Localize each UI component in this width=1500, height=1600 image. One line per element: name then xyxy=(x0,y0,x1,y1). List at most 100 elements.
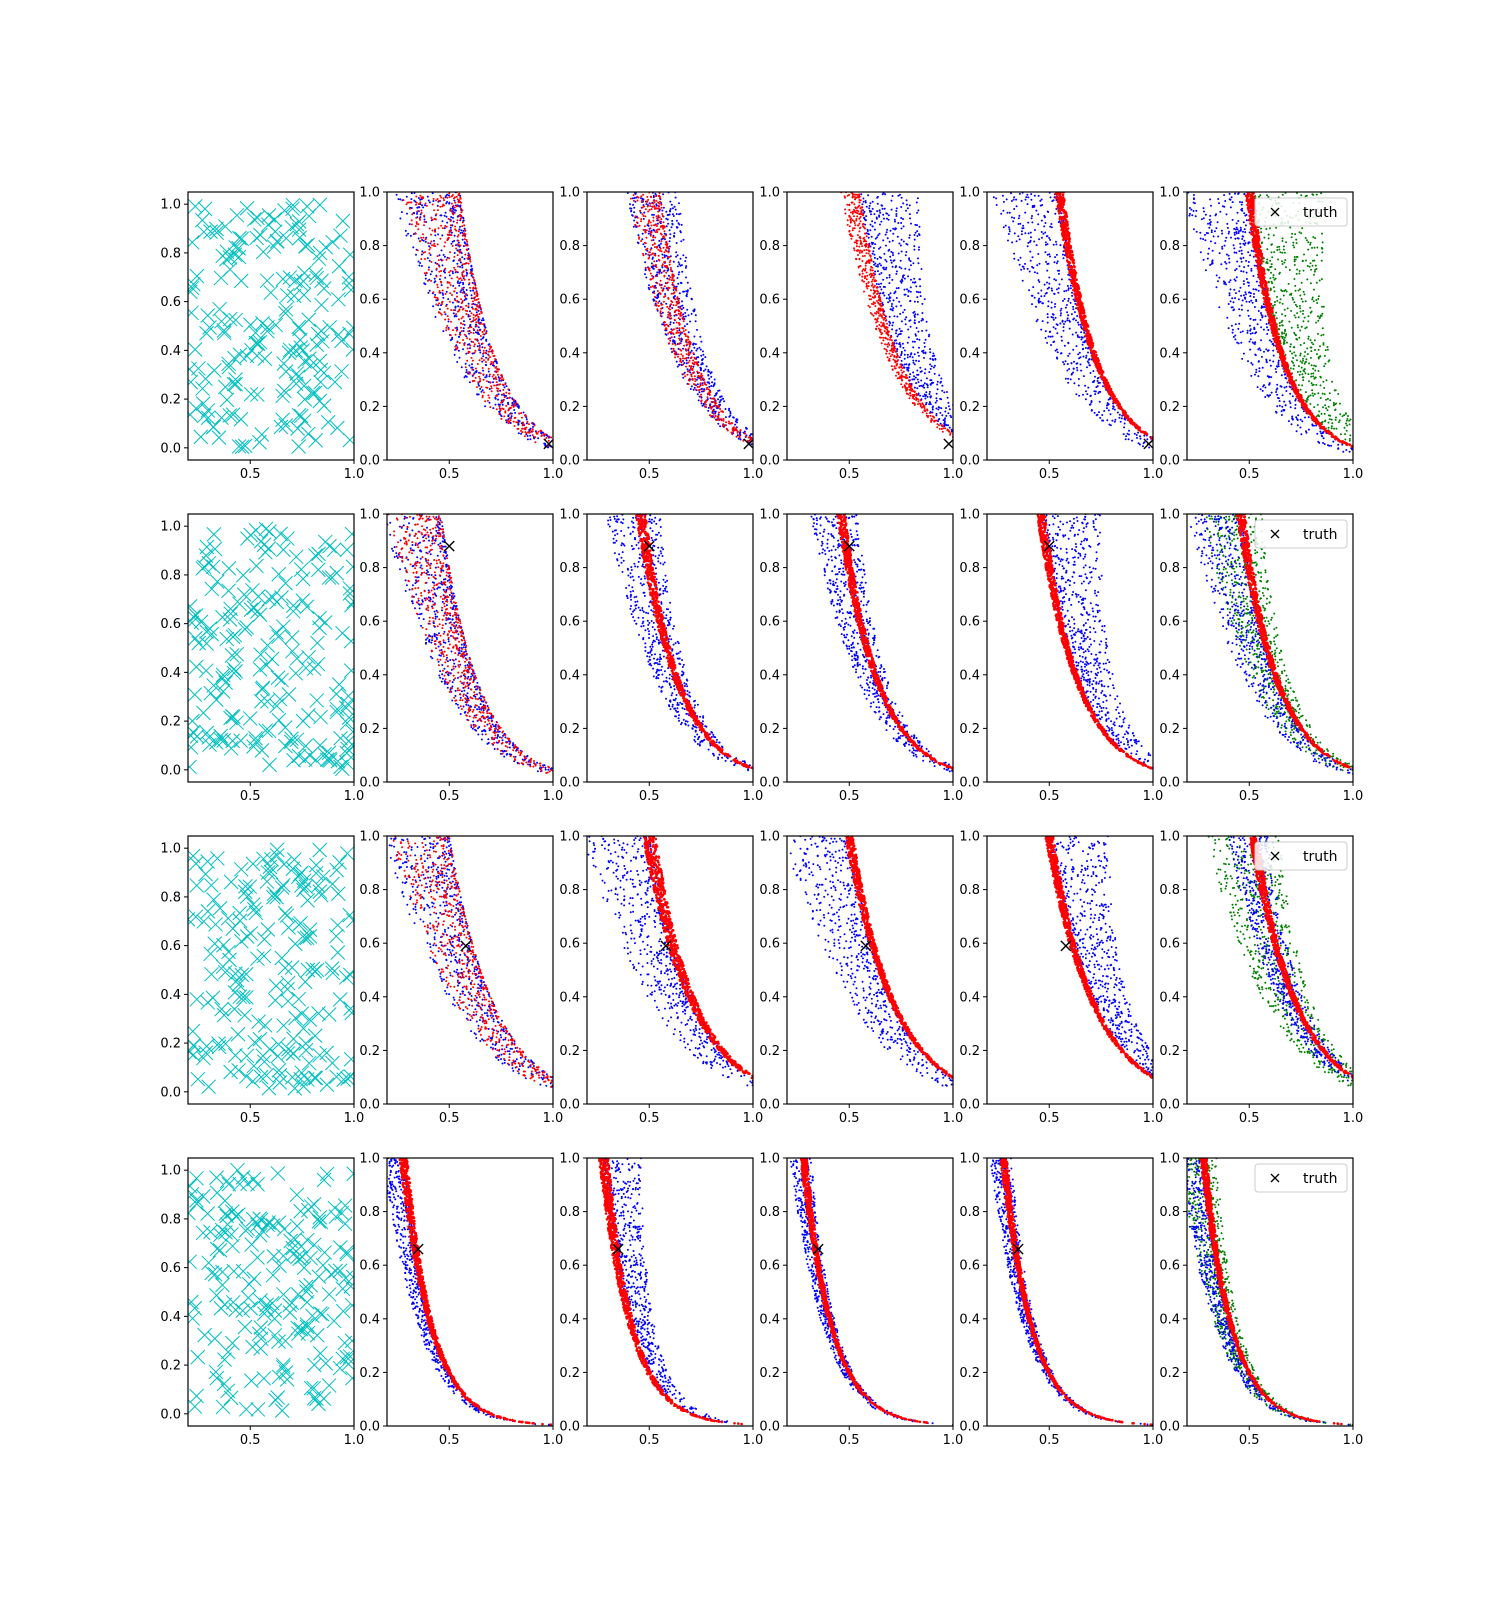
scatter-point xyxy=(466,257,469,260)
scatter-point xyxy=(463,275,466,278)
scatter-point xyxy=(932,352,935,355)
scatter-point xyxy=(871,200,874,203)
scatter-point xyxy=(1015,240,1018,243)
scatter-point xyxy=(497,403,500,406)
scatter-point xyxy=(492,377,495,380)
scatter-point xyxy=(923,342,926,344)
scatter-point xyxy=(521,416,523,419)
scatter-point xyxy=(450,216,453,218)
scatter-point xyxy=(1076,315,1079,317)
scatter-point xyxy=(558,447,560,449)
scatter-point xyxy=(701,382,704,385)
scatter-point xyxy=(555,448,557,450)
scatter-point xyxy=(1114,418,1117,421)
scatter-point xyxy=(861,223,864,226)
scatter-point xyxy=(888,282,891,285)
scatter-point xyxy=(1063,298,1066,300)
scatter-point xyxy=(769,446,771,448)
scatter-point xyxy=(429,246,432,249)
scatter-point xyxy=(681,317,684,319)
sample-marker xyxy=(255,244,271,260)
scatter-point xyxy=(892,344,895,347)
scatter-point xyxy=(881,315,883,317)
scatter-point xyxy=(851,219,854,222)
scatter-point xyxy=(875,265,878,268)
scatter-point xyxy=(397,198,400,201)
scatter-point xyxy=(641,238,644,241)
sample-marker xyxy=(293,340,309,355)
scatter-point xyxy=(673,318,676,321)
scatter-point xyxy=(908,234,911,237)
scatter-point xyxy=(473,278,475,281)
scatter-point xyxy=(1096,380,1099,382)
scatter-point xyxy=(1018,192,1021,195)
scatter-point xyxy=(1087,347,1090,350)
scatter-point xyxy=(487,367,490,370)
scatter-point xyxy=(1044,222,1047,224)
scatter-point xyxy=(888,357,891,360)
scatter-point xyxy=(467,283,470,286)
scatter-point xyxy=(899,345,902,348)
scatter-point xyxy=(974,439,976,441)
scatter-point xyxy=(931,406,934,409)
scatter-point xyxy=(460,201,463,204)
scatter-point xyxy=(583,450,585,452)
scatter-point xyxy=(566,449,568,451)
scatter-point xyxy=(913,398,916,401)
scatter-point xyxy=(735,427,737,430)
scatter-point xyxy=(445,290,448,293)
scatter-point xyxy=(1088,358,1091,360)
scatter-point xyxy=(881,308,884,311)
scatter-point xyxy=(961,417,963,419)
scatter-point xyxy=(462,216,464,219)
scatter-point xyxy=(449,292,452,295)
scatter-point xyxy=(712,412,715,415)
scatter-point xyxy=(844,212,847,215)
y-tick-label: 0.4 xyxy=(759,346,780,361)
scatter-point xyxy=(480,357,483,360)
scatter-point xyxy=(1128,433,1130,436)
scatter-point xyxy=(663,256,666,258)
scatter-point xyxy=(432,291,435,294)
scatter-point xyxy=(946,396,949,399)
scatter-point xyxy=(949,432,952,435)
scatter-point xyxy=(895,374,897,377)
scatter-point xyxy=(468,330,471,332)
scatter-point xyxy=(669,315,672,317)
scatter-point xyxy=(1138,443,1141,446)
scatter-point xyxy=(947,405,950,408)
scatter-point xyxy=(886,343,889,346)
scatter-point xyxy=(659,200,661,203)
sample-marker xyxy=(288,376,304,392)
sample-marker xyxy=(260,319,275,335)
scatter-point xyxy=(459,225,461,228)
scatter-point xyxy=(861,279,864,282)
scatter-point xyxy=(938,374,941,377)
scatter-point xyxy=(670,347,673,350)
scatter-point xyxy=(459,259,461,262)
scatter-point xyxy=(788,452,790,454)
scatter-point xyxy=(717,422,720,425)
scatter-point xyxy=(463,323,466,326)
scatter-point xyxy=(640,201,643,203)
scatter-point xyxy=(476,393,478,396)
scatter-point xyxy=(859,239,862,242)
scatter-point xyxy=(781,450,783,452)
scatter-point xyxy=(887,249,890,252)
scatter-point xyxy=(634,215,637,218)
scatter-point xyxy=(801,455,803,457)
scatter-point xyxy=(457,318,460,321)
scatter-point xyxy=(488,348,491,351)
scatter-point xyxy=(441,289,444,292)
scatter-point xyxy=(426,195,429,198)
scatter-point xyxy=(916,300,919,303)
scatter-point xyxy=(468,256,471,259)
scatter-point xyxy=(423,258,426,260)
scatter-point xyxy=(684,266,687,269)
scatter-point xyxy=(665,323,668,326)
y-tick-label: 0.8 xyxy=(559,239,580,254)
scatter-point xyxy=(478,304,481,306)
scatter-point xyxy=(661,224,664,227)
scatter-point xyxy=(1121,414,1124,417)
scatter-point xyxy=(654,284,657,287)
